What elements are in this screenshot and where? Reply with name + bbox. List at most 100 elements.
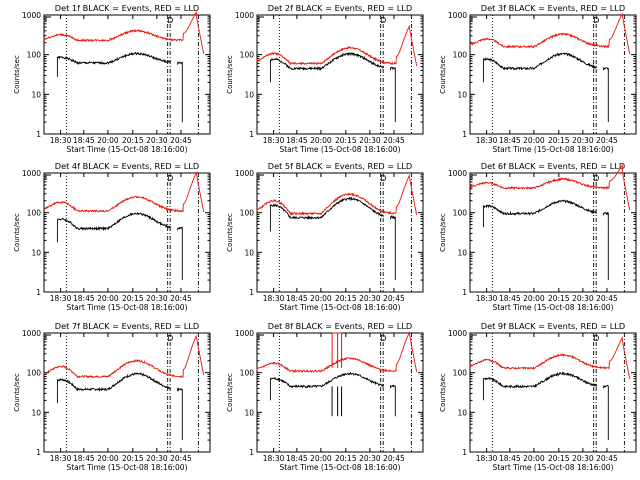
x-tick-label: 18:45 [73, 136, 95, 145]
flag-label: D [380, 16, 386, 25]
detector-panel: Det 5f BLACK = Events, RED = LLD 1 10 100 10… [226, 161, 424, 312]
x-tick-label: 20:00 [523, 136, 545, 145]
x-axis-label: Start Time (15-Oct-08 18:16:00) [66, 463, 187, 472]
detector-panel: Det 1f BLACK = Events, RED = LLD 1 10 100 10… [13, 3, 211, 154]
y-tick-label: 10 [31, 408, 41, 417]
y-tick-label: 100 [240, 209, 255, 218]
events-series-line [269, 371, 396, 417]
y-tick-label: 1000 [235, 11, 254, 20]
x-tick-label: 18:45 [73, 294, 95, 303]
y-tick-label: 100 [27, 209, 42, 218]
x-tick-label: 18:30 [476, 294, 498, 303]
events-series-line [482, 52, 609, 123]
panel-title: Det 5f BLACK = Events, RED = LLD [268, 161, 412, 171]
y-axis-label: Counts/sec [439, 213, 447, 252]
x-axis-label: Start Time (15-Oct-08 18:16:00) [66, 303, 187, 312]
y-tick-label: 1 [36, 288, 41, 297]
y-tick-label: 10 [31, 90, 41, 99]
flag-label: D [593, 174, 599, 183]
lld-series-line [256, 330, 418, 374]
x-tick-label: 18:30 [476, 454, 498, 463]
y-tick-label: 1000 [448, 11, 467, 20]
corner-marker [471, 334, 477, 340]
panel-title: Det 9f BLACK = Events, RED = LLD [481, 321, 625, 331]
panel-title: Det 7f BLACK = Events, RED = LLD [55, 321, 199, 331]
x-axis-label: Start Time (15-Oct-08 18:16:00) [492, 303, 613, 312]
x-tick-label: 18:45 [499, 136, 521, 145]
y-tick-label: 10 [244, 90, 254, 99]
plot-frame [43, 332, 211, 453]
y-tick-label: 1000 [235, 329, 254, 338]
x-tick-label: 18:45 [286, 136, 308, 145]
x-tick-label: 20:00 [97, 294, 119, 303]
y-tick-label: 10 [457, 408, 467, 417]
x-tick-label: 20:15 [122, 294, 144, 303]
detector-panel: Det 6f BLACK = Events, RED = LLD 1 10 100 10… [439, 161, 637, 312]
x-tick-label: 18:45 [73, 454, 95, 463]
y-tick-label: 10 [244, 248, 254, 257]
x-tick-label: 20:30 [572, 454, 594, 463]
x-tick-label: 18:30 [476, 136, 498, 145]
plot-frame [469, 14, 637, 135]
x-tick-label: 20:00 [310, 454, 332, 463]
corner-marker [45, 334, 51, 340]
x-tick-label: 20:15 [335, 454, 357, 463]
x-tick-label: 18:30 [263, 454, 285, 463]
corner-marker [471, 174, 477, 180]
x-tick-label: 20:45 [170, 136, 192, 145]
y-tick-label: 100 [240, 369, 255, 378]
y-axis-label: Counts/sec [439, 55, 447, 94]
y-tick-label: 1000 [448, 329, 467, 338]
y-tick-label: 1 [36, 448, 41, 457]
detector-panel: Det 8f BLACK = Events, RED = LLD 1 10 100 10… [226, 321, 424, 472]
plot-frame [469, 172, 637, 293]
x-tick-label: 20:45 [383, 136, 405, 145]
y-tick-label: 1 [249, 130, 254, 139]
y-tick-label: 1 [249, 288, 254, 297]
x-tick-label: 20:45 [383, 294, 405, 303]
x-axis-label: Start Time (15-Oct-08 18:16:00) [66, 145, 187, 154]
lld-series-line [44, 170, 205, 214]
x-tick-label: 20:30 [572, 136, 594, 145]
x-axis-label: Start Time (15-Oct-08 18:16:00) [279, 463, 400, 472]
events-series-line [482, 371, 609, 441]
x-axis-label: Start Time (15-Oct-08 18:16:00) [492, 463, 613, 472]
flag-label: D [167, 16, 173, 25]
y-tick-label: 1 [462, 288, 467, 297]
y-tick-label: 100 [453, 209, 468, 218]
x-tick-label: 20:30 [359, 136, 381, 145]
x-tick-label: 20:00 [523, 454, 545, 463]
x-tick-label: 20:15 [548, 454, 570, 463]
panel-title: Det 1f BLACK = Events, RED = LLD [55, 3, 199, 13]
x-tick-label: 18:45 [499, 454, 521, 463]
x-tick-label: 20:30 [359, 454, 381, 463]
detector-panel: Det 2f BLACK = Events, RED = LLD 1 10 100 10… [226, 3, 424, 154]
y-axis-label: Counts/sec [226, 373, 234, 412]
x-axis-label: Start Time (15-Oct-08 18:16:00) [279, 145, 400, 154]
x-tick-label: 20:45 [596, 454, 618, 463]
events-series-line [269, 196, 396, 281]
y-tick-label: 1000 [448, 169, 467, 178]
flag-label: D [380, 334, 386, 343]
x-tick-label: 20:45 [170, 454, 192, 463]
lld-series-line [256, 173, 418, 216]
lld-series-line [43, 334, 205, 379]
detector-panel: Det 7f BLACK = Events, RED = LLD 1 10 100 10… [13, 321, 211, 472]
plot-frame [43, 172, 211, 293]
y-tick-label: 1 [249, 448, 254, 457]
x-tick-label: 20:00 [523, 294, 545, 303]
plot-frame [469, 332, 637, 453]
x-tick-label: 18:30 [50, 136, 72, 145]
x-tick-label: 20:00 [310, 136, 332, 145]
panel-title: Det 2f BLACK = Events, RED = LLD [268, 3, 412, 13]
x-tick-label: 18:45 [286, 454, 308, 463]
events-series-line [56, 372, 183, 441]
events-series-line [56, 52, 183, 123]
x-axis-label: Start Time (15-Oct-08 18:16:00) [279, 303, 400, 312]
y-tick-label: 100 [27, 369, 42, 378]
x-tick-label: 20:15 [122, 136, 144, 145]
corner-marker [258, 16, 264, 22]
detector-panel: Det 3f BLACK = Events, RED = LLD 1 10 100 10… [439, 3, 637, 154]
flag-label: D [593, 16, 599, 25]
